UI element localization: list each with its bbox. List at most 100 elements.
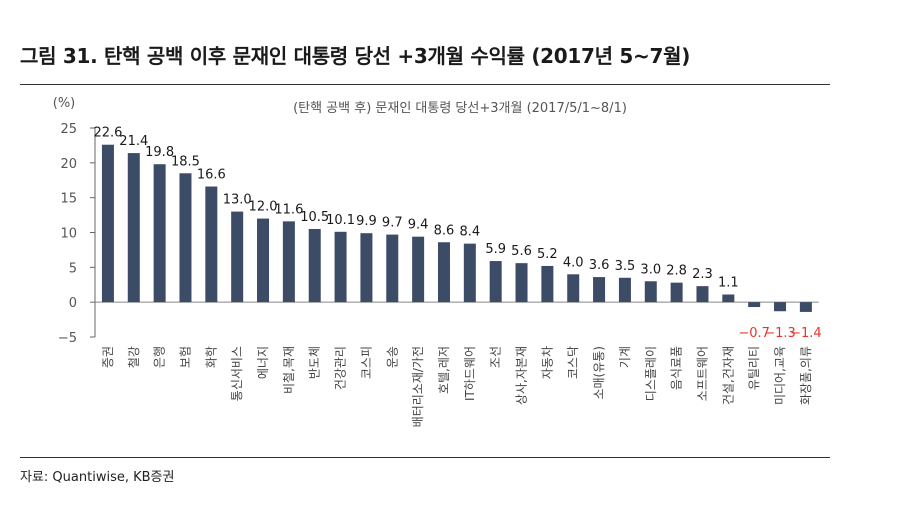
bar <box>489 261 502 303</box>
bar <box>282 221 295 303</box>
value-label: 3.6 <box>589 258 610 273</box>
y-tick-label: 15 <box>60 192 77 207</box>
value-label: 18.5 <box>171 154 200 169</box>
figure-title: 그림 31. 탄핵 공백 이후 문재인 대통령 당선 +3개월 수익률 (201… <box>20 44 691 68</box>
bar <box>231 211 244 303</box>
y-tick-label: 25 <box>60 122 77 137</box>
bars-group <box>101 144 812 312</box>
source-note: 자료: Quantiwise, KB증권 <box>20 470 175 485</box>
category-label: 코스닥 <box>566 346 580 379</box>
category-label: 소매(유통) <box>592 346 606 400</box>
category-label: 반도체 <box>308 346 322 379</box>
bar <box>644 281 657 303</box>
y-tick-label: 10 <box>60 227 77 242</box>
value-label: 11.6 <box>274 202 303 217</box>
bottom-rule <box>20 457 830 458</box>
bar <box>334 231 347 303</box>
category-label: 음식료품 <box>670 346 684 390</box>
bar <box>618 277 631 303</box>
value-label: −1.3 <box>764 326 796 341</box>
category-label: 증권 <box>101 346 115 368</box>
bar <box>308 229 321 303</box>
bar <box>257 218 270 303</box>
bar <box>774 302 787 312</box>
bar <box>127 153 140 303</box>
category-label: 건설,건자재 <box>721 346 735 405</box>
y-tick-label: 20 <box>60 157 77 172</box>
value-label: 5.6 <box>511 244 532 259</box>
category-label: 유틸리티 <box>747 346 761 390</box>
value-label: 5.2 <box>537 247 558 262</box>
category-label: 보험 <box>178 346 192 368</box>
bar <box>515 263 528 303</box>
category-label: 조선 <box>489 346 503 368</box>
value-labels-group: 22.621.419.818.516.6 13.012.011.610.510.1… <box>93 126 821 341</box>
category-label: 통신서비스 <box>230 346 244 401</box>
bar <box>360 233 373 303</box>
category-label: 철강 <box>127 346 141 368</box>
value-label: 3.5 <box>615 259 636 274</box>
value-label: 10.1 <box>326 213 355 228</box>
value-label: 19.8 <box>145 145 174 160</box>
y-tick-label: 5 <box>69 261 77 276</box>
value-label: 3.0 <box>640 262 661 277</box>
y-tick-label: 0 <box>69 296 77 311</box>
value-label: 8.4 <box>459 225 480 240</box>
value-label: 16.6 <box>197 168 226 183</box>
bar <box>670 282 683 303</box>
bar <box>386 234 399 303</box>
value-label: −0.7 <box>738 326 770 341</box>
category-label: 화학 <box>204 346 218 368</box>
value-label: 1.1 <box>718 276 739 291</box>
value-label: 21.4 <box>119 134 148 149</box>
bar <box>696 286 709 303</box>
y-tick-label: −5 <box>58 331 77 346</box>
value-label: 9.7 <box>382 216 403 231</box>
value-label: 8.6 <box>434 223 455 238</box>
bar <box>205 186 218 303</box>
category-label: 상사,자본재 <box>515 346 529 405</box>
category-labels-group: 증권 철강 은행 보험 화학 통신서비스 에너지 비철,목재 반도체 건강관리 코스피 운송 배터리소재… <box>101 346 813 427</box>
category-label: 배터리소재/가전 <box>411 346 425 427</box>
value-label: 4.0 <box>563 255 584 270</box>
bar <box>101 144 114 303</box>
value-label: 2.8 <box>666 264 687 279</box>
y-axis: 25 20 15 10 5 0 −5 <box>58 122 96 346</box>
bar <box>799 302 812 312</box>
bar <box>593 277 606 303</box>
bar <box>567 274 580 303</box>
bar <box>722 294 735 303</box>
bar <box>412 236 425 303</box>
category-label: 에너지 <box>256 346 270 379</box>
bar <box>153 164 166 303</box>
top-rule <box>20 84 830 85</box>
category-label: 미디어,교육 <box>773 346 787 405</box>
category-label: IT하드웨어 <box>463 346 477 401</box>
category-label: 소프트웨어 <box>695 346 709 401</box>
value-label: 22.6 <box>93 126 122 141</box>
category-label: 비철,목재 <box>282 346 296 394</box>
category-label: 운송 <box>385 346 399 368</box>
category-label: 은행 <box>152 346 167 368</box>
category-label: 코스피 <box>359 346 373 379</box>
value-label: 9.4 <box>408 218 429 233</box>
value-label: −1.4 <box>790 326 822 341</box>
value-label: 13.0 <box>223 193 252 208</box>
category-label: 화장품,의류 <box>799 346 813 405</box>
value-label: 9.9 <box>356 214 377 229</box>
value-label: 12.0 <box>249 200 278 215</box>
category-label: 자동차 <box>540 346 554 379</box>
bar <box>748 302 761 308</box>
bar <box>179 173 192 303</box>
value-label: 2.3 <box>692 267 713 282</box>
category-label: 디스플레이 <box>644 346 658 401</box>
category-label: 건강관리 <box>334 346 348 390</box>
bar <box>541 265 554 303</box>
value-label: 5.9 <box>485 242 506 257</box>
category-label: 호텔,레저 <box>437 346 451 394</box>
value-label: 10.5 <box>300 210 329 225</box>
chart-title: (탄핵 공백 후) 문재인 대통령 당선+3개월 (2017/5/1~8/1) <box>293 101 627 116</box>
y-axis-unit-label: (%) <box>53 96 76 111</box>
category-label: 기계 <box>618 346 632 368</box>
